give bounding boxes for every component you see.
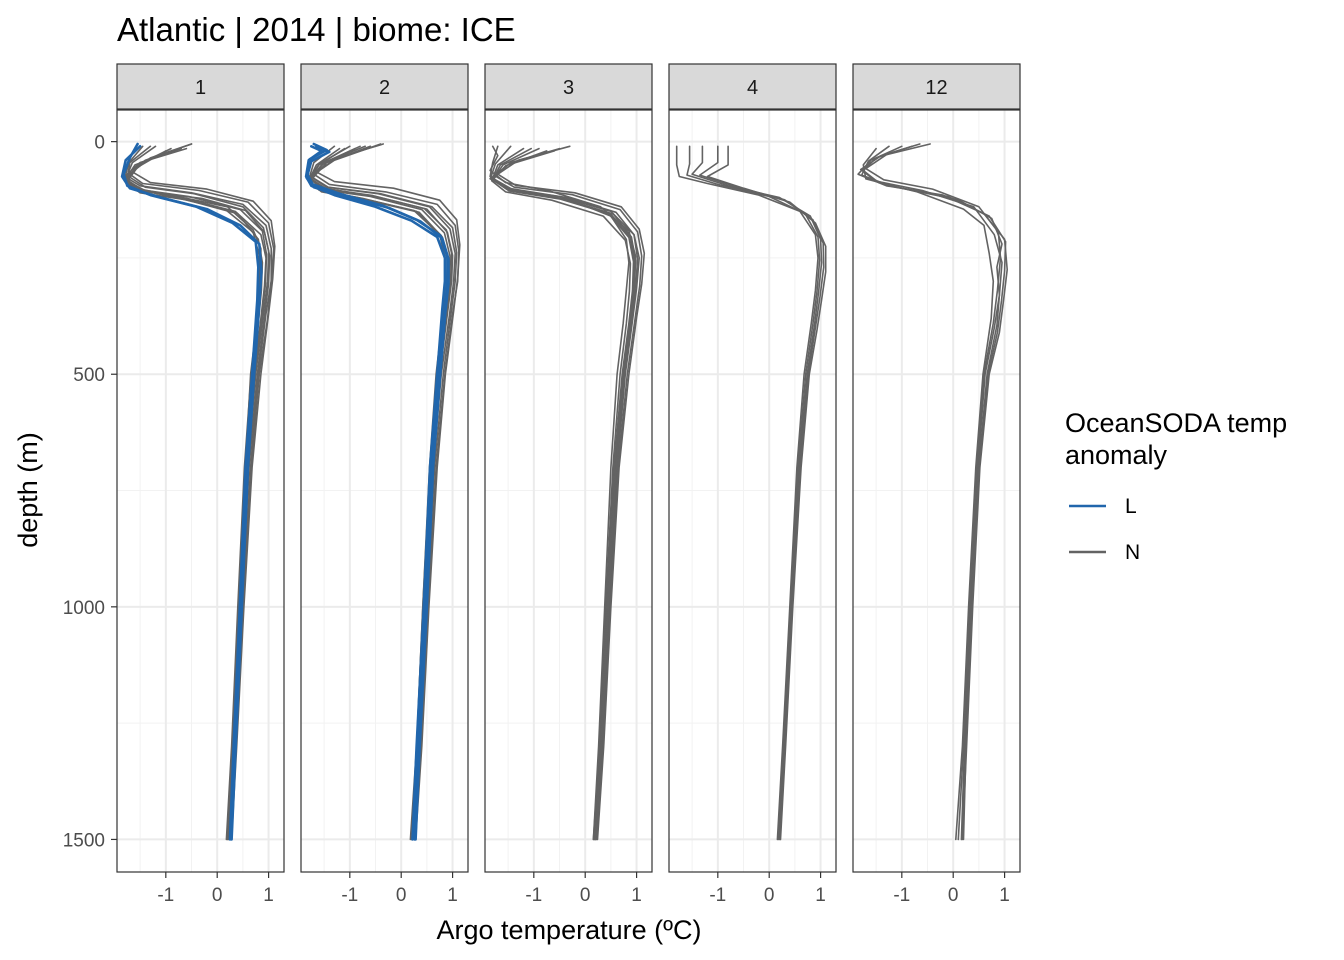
facet-label: 12 [925, 77, 947, 99]
y-axis-title: depth (m) [13, 432, 43, 548]
profile-line-N [864, 143, 1002, 841]
series-lines [304, 142, 461, 841]
x-tick-label: 1 [447, 885, 458, 906]
series-lines [489, 145, 646, 841]
legend-label-L: L [1125, 495, 1137, 518]
y-tick-label: 500 [73, 365, 105, 386]
facet-label: 3 [563, 77, 574, 99]
x-tick-label: -1 [157, 885, 174, 906]
panel-1: 1 -1 0 1 [116, 63, 285, 906]
profile-line-N [490, 147, 632, 841]
series-lines [675, 145, 827, 841]
profile-line-N [675, 145, 819, 841]
facet-label: 2 [379, 77, 390, 99]
panel-border [116, 109, 285, 873]
profile-line-L [120, 145, 263, 841]
panel-2: 2 -1 0 1 [300, 63, 469, 906]
profile-line-N [860, 145, 1007, 841]
x-tick-label: 0 [396, 885, 407, 906]
facet-strip [852, 63, 1021, 110]
panel-border [300, 109, 469, 873]
chart-title: Atlantic | 2014 | biome: ICE [117, 11, 516, 48]
facet-strip [300, 63, 469, 110]
profile-line-N [129, 143, 275, 841]
x-tick-label: 0 [212, 885, 223, 906]
profile-line-N [698, 145, 825, 841]
profile-line-N [489, 145, 637, 841]
x-tick-label: 0 [580, 885, 591, 906]
x-tick-label: -1 [525, 885, 542, 906]
series-lines [857, 143, 1009, 841]
legend: OceanSODA temp anomaly LN [1065, 408, 1287, 564]
y-axis: 0 500 1000 1500 [63, 133, 117, 851]
panel-border [852, 109, 1021, 873]
legend-label-N: N [1125, 541, 1140, 564]
x-tick-label: 1 [815, 885, 826, 906]
x-tick-label: 0 [948, 885, 959, 906]
panels: 1-1 0 12-1 0 13-1 0 14-1 0 112-1 0 1 [116, 63, 1021, 906]
profile-line-N [491, 147, 636, 841]
legend-title-line-2: anomaly [1065, 440, 1168, 470]
panel-12: 12 -1 0 1 [852, 63, 1021, 906]
legend-title-line-1: OceanSODA temp [1065, 408, 1287, 438]
panel-4: 4 -1 0 1 [668, 63, 837, 906]
profile-line-N [131, 143, 276, 841]
x-tick-label: -1 [893, 885, 910, 906]
x-tick-label: -1 [341, 885, 358, 906]
series-lines [120, 142, 276, 841]
y-tick-label: 0 [94, 133, 105, 154]
legend-entries: LN [1069, 495, 1140, 564]
profile-line-N [315, 143, 461, 841]
x-axis-title: Argo temperature (ºC) [437, 915, 702, 945]
panel-border [668, 109, 837, 873]
y-tick-label: 1500 [63, 830, 105, 851]
facet-label: 1 [195, 77, 206, 99]
panel-border [484, 109, 653, 873]
profile-line-N [862, 145, 995, 841]
x-tick-label: 0 [764, 885, 775, 906]
profile-line-N [686, 145, 821, 841]
y-tick-label: 1000 [63, 598, 105, 619]
x-tick-label: 1 [631, 885, 642, 906]
facet-strip [484, 63, 653, 110]
profile-line-L [305, 145, 450, 841]
facet-strip [116, 63, 285, 110]
facet-label: 4 [747, 77, 758, 99]
x-tick-label: -1 [709, 885, 726, 906]
facet-strip [668, 63, 837, 110]
x-tick-label: 1 [999, 885, 1010, 906]
x-tick-label: 1 [263, 885, 274, 906]
panel-3: 3 -1 0 1 [484, 63, 653, 906]
